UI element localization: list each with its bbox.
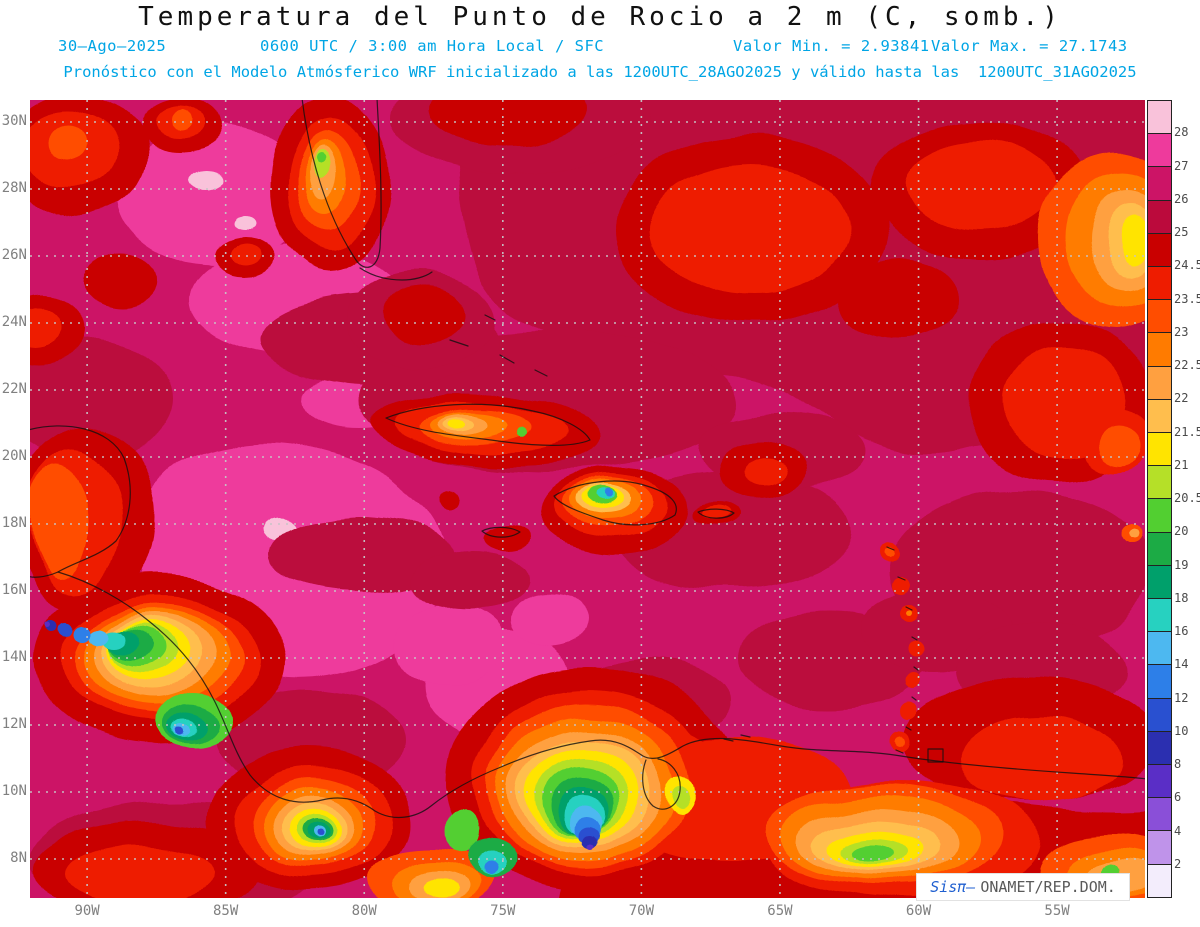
lake-maracaibo: [642, 758, 681, 810]
model-run-line: Pronóstico con el Modelo Atmósferico WRF…: [63, 63, 1137, 81]
colorbar-tick-label: 21: [1174, 457, 1189, 472]
puerto-rico-coast: [697, 508, 735, 519]
credit-badge: Sisπ– ONAMET/REP.DOM.: [916, 873, 1130, 901]
max-value-label: Valor Max. = 27.1743: [931, 37, 1128, 55]
colorbar-tick-label: 12: [1174, 690, 1189, 705]
contour-6-8C: [47, 622, 597, 849]
y-tick-label: 22N: [1, 381, 27, 397]
central-south-america-coast: [57, 571, 1145, 819]
onamet-credit: ONAMET/REP.DOM.: [980, 878, 1116, 896]
min-value-label: Valor Min. = 2.93841: [733, 37, 930, 55]
jamaica-coast: [481, 526, 521, 538]
colorbar-segment: [1148, 300, 1171, 334]
colorbar-segment: [1148, 798, 1171, 832]
y-tick-label: 14N: [1, 649, 27, 665]
colorbar-segment: [1148, 333, 1171, 367]
colorbar-tick-label: 21.5: [1174, 424, 1200, 439]
colorbar-tick-label: 20: [1174, 524, 1189, 539]
colorbar-segment: [1148, 731, 1171, 766]
colorbar-tick-label: 8: [1174, 757, 1182, 771]
y-tick-label: 28N: [1, 180, 27, 196]
y-tick-label: 30N: [1, 113, 27, 129]
colorbar-segment: [1148, 233, 1171, 268]
chart-title: Temperatura del Punto de Rocio a 2 m (C,…: [138, 2, 1062, 32]
y-tick-label: 26N: [1, 247, 27, 263]
colorbar-segment: [1148, 433, 1171, 467]
y-tick-label: 16N: [1, 582, 27, 598]
x-tick-label: 90W: [74, 903, 100, 919]
colorbar-tick-label: 20.5: [1174, 491, 1200, 505]
colorbar-segment: [1148, 267, 1171, 301]
colorbar-tick-label: 16: [1174, 624, 1189, 638]
colorbar-segment: [1148, 532, 1171, 566]
grid-lines: [30, 100, 1145, 898]
colorbar-tick-label: 26: [1174, 191, 1189, 206]
colorbar-tick-label: 23.5: [1174, 291, 1200, 306]
x-tick-label: 55W: [1044, 903, 1070, 919]
colorbar-tick-label: 27: [1174, 158, 1189, 173]
hispaniola-coast: [553, 480, 677, 526]
florida-coast: [301, 100, 382, 268]
colorbar-tick-label: 25: [1174, 225, 1189, 239]
colorbar-segment: [1148, 565, 1171, 600]
colorbar-segment: [1148, 466, 1171, 500]
sispi-logo: Sisπ–: [930, 878, 976, 896]
colorbar-segment: [1148, 366, 1171, 400]
colorbar-segment: [1148, 499, 1171, 533]
y-tick-label: 12N: [1, 716, 27, 732]
colorbar-tick-label: 10: [1174, 723, 1189, 738]
colorbar-segment: [1148, 399, 1171, 434]
colorbar-segment: [1148, 167, 1171, 201]
y-tick-label: 24N: [1, 314, 27, 330]
colorbar: [1147, 100, 1172, 898]
colorbar-segment: [1148, 134, 1171, 168]
colorbar-segment: [1148, 864, 1171, 897]
colorbar-segment: [1148, 599, 1171, 633]
lesser-antilles-islands: [886, 546, 919, 754]
x-tick-label: 75W: [490, 903, 516, 919]
x-tick-label: 60W: [905, 903, 932, 919]
x-tick-label: 80W: [351, 903, 377, 919]
y-tick-label: 10N: [1, 783, 27, 799]
colorbar-tick-label: 19: [1174, 557, 1189, 572]
valid-date: 30–Ago–2025: [58, 37, 167, 55]
colorbar-tick-label: 2: [1174, 856, 1182, 871]
colorbar-segment: [1148, 101, 1171, 135]
colorbar-tick-label: 18: [1174, 590, 1189, 605]
colorbar-tick-label: 6: [1174, 790, 1182, 805]
x-tick-label: 65W: [767, 903, 793, 919]
y-tick-label: 8N: [10, 850, 27, 866]
bahamas-islands: [449, 314, 548, 377]
colorbar-segment: [1148, 765, 1171, 799]
florida-keys: [359, 267, 433, 281]
colorbar-segment: [1148, 831, 1171, 865]
trinidad-coast: [927, 748, 944, 763]
yucatan-coast: [30, 425, 131, 578]
colorbar-tick-label: 23: [1174, 324, 1189, 339]
colorbar-tick-label: 28: [1174, 125, 1189, 140]
y-tick-label: 20N: [1, 448, 27, 464]
y-tick-label: 18N: [1, 515, 27, 531]
colorbar-segment: [1148, 200, 1171, 234]
forecast-map: [30, 100, 1145, 898]
colorbar-tick-label: 24.5: [1174, 258, 1200, 273]
valid-time: 0600 UTC / 3:00 am Hora Local / SFC: [260, 37, 605, 55]
x-tick-label: 70W: [628, 903, 655, 919]
cuba-coast: [385, 403, 591, 446]
colorbar-tick-label: 14: [1174, 657, 1189, 672]
colorbar-tick-label: 22: [1174, 391, 1189, 406]
coastlines: [30, 100, 1145, 819]
colorbar-segment: [1148, 698, 1171, 732]
colorbar-segment: [1148, 665, 1171, 699]
colorbar-segment: [1148, 632, 1171, 666]
aruba-curacao-islands: [723, 734, 751, 742]
x-tick-label: 85W: [213, 903, 239, 919]
colorbar-tick-label: 4: [1174, 823, 1182, 838]
colorbar-tick-label: 22.5: [1174, 358, 1200, 372]
